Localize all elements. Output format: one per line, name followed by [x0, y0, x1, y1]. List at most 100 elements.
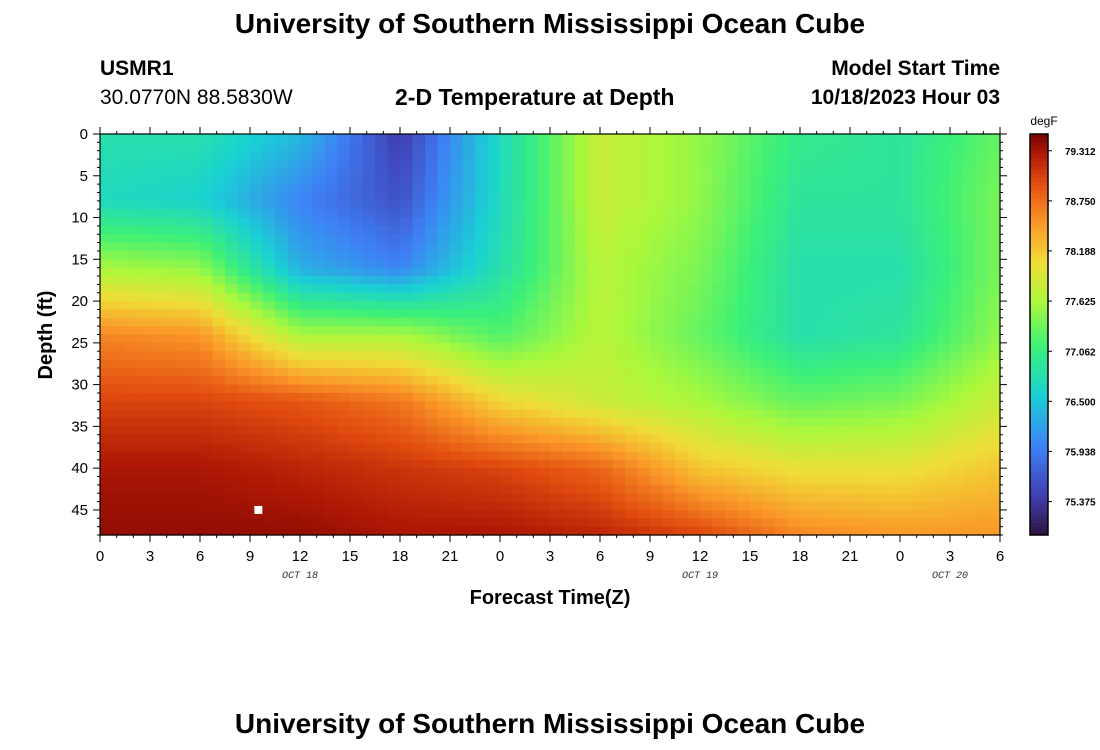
heatmap-cell	[437, 434, 451, 444]
heatmap-cell	[700, 401, 714, 411]
heatmap-cell	[750, 142, 764, 152]
heatmap-cell	[425, 301, 439, 311]
heatmap-cell	[962, 242, 976, 252]
heatmap-cell	[987, 192, 1001, 202]
heatmap-cell	[512, 200, 526, 210]
heatmap-cell	[612, 376, 626, 386]
heatmap-cell	[162, 484, 176, 494]
heatmap-cell	[412, 200, 426, 210]
y-axis-title: Depth (ft)	[35, 291, 57, 380]
heatmap-cell	[950, 159, 964, 169]
heatmap-cell	[850, 242, 864, 252]
heatmap-cell	[525, 476, 539, 486]
heatmap-cell	[575, 267, 589, 277]
heatmap-cell	[425, 284, 439, 294]
heatmap-cell	[712, 401, 726, 411]
heatmap-cell	[550, 225, 564, 235]
heatmap-cell	[675, 384, 689, 394]
heatmap-cell	[587, 409, 601, 419]
heatmap-cell	[825, 200, 839, 210]
heatmap-cell	[612, 367, 626, 377]
heatmap-cell	[800, 468, 814, 478]
heatmap-cell	[550, 459, 564, 469]
heatmap-cell	[987, 259, 1001, 269]
heatmap-cell	[712, 134, 726, 143]
heatmap-cell	[137, 509, 151, 519]
heatmap-cell	[275, 200, 289, 210]
heatmap-cell	[650, 142, 664, 152]
heatmap-cell	[237, 250, 251, 260]
heatmap-cell	[237, 317, 251, 327]
heatmap-cell	[200, 401, 214, 411]
heatmap-cell	[612, 317, 626, 327]
heatmap-cell	[912, 443, 926, 453]
heatmap-cell	[100, 234, 114, 244]
heatmap-cell	[600, 134, 614, 143]
heatmap-cell	[487, 418, 501, 427]
heatmap-cell	[350, 426, 364, 436]
heatmap-cell	[300, 476, 314, 486]
heatmap-cell	[550, 326, 564, 336]
heatmap-cell	[375, 309, 389, 319]
heatmap-cell	[475, 418, 489, 427]
heatmap-cell	[100, 359, 114, 369]
heatmap-cell	[275, 167, 289, 177]
heatmap-cell	[925, 234, 939, 244]
heatmap-cell	[537, 301, 551, 311]
heatmap-cell	[975, 451, 989, 461]
heatmap-cell	[662, 134, 676, 143]
heatmap-cell	[925, 484, 939, 494]
heatmap-cell	[337, 443, 351, 453]
heatmap-cell	[812, 167, 826, 177]
heatmap-cell	[137, 418, 151, 427]
heatmap-cell	[237, 392, 251, 402]
heatmap-cell	[462, 259, 476, 269]
heatmap-cell	[150, 200, 164, 210]
heatmap-cell	[175, 150, 189, 160]
heatmap-cell	[112, 267, 126, 277]
heatmap-cell	[625, 392, 639, 402]
heatmap-cell	[812, 451, 826, 461]
heatmap-cell	[637, 150, 651, 160]
heatmap-cell	[562, 367, 576, 377]
heatmap-cell	[362, 392, 376, 402]
heatmap-cell	[962, 334, 976, 344]
heatmap-cell	[112, 184, 126, 194]
heatmap-cell	[237, 359, 251, 369]
heatmap-cell	[750, 192, 764, 202]
heatmap-cell	[112, 276, 126, 285]
heatmap-cell	[712, 242, 726, 252]
heatmap-cell	[825, 334, 839, 344]
heatmap-cell	[500, 376, 514, 386]
heatmap-cell	[575, 351, 589, 361]
heatmap-cell	[200, 209, 214, 219]
heatmap-cell	[675, 134, 689, 143]
heatmap-cell	[875, 418, 889, 427]
heatmap-cell	[912, 418, 926, 427]
heatmap-cell	[150, 376, 164, 386]
heatmap-cell	[887, 476, 901, 486]
heatmap-cell	[275, 468, 289, 478]
heatmap-cell	[512, 234, 526, 244]
heatmap-cell	[675, 501, 689, 511]
heatmap-cell	[712, 476, 726, 486]
heatmap-cell	[987, 342, 1001, 352]
heatmap-cell	[675, 359, 689, 369]
heatmap-cell	[725, 317, 739, 327]
heatmap-cell	[100, 292, 114, 302]
heatmap-cell	[862, 392, 876, 402]
heatmap-cell	[800, 217, 814, 227]
heatmap-cell	[512, 292, 526, 302]
heatmap-cell	[912, 209, 926, 219]
heatmap-cell	[187, 175, 201, 185]
heatmap-cell	[112, 326, 126, 336]
heatmap-cell	[737, 392, 751, 402]
heatmap-cell	[162, 342, 176, 352]
heatmap-cell	[662, 342, 676, 352]
heatmap-cell	[175, 301, 189, 311]
heatmap-cell	[737, 376, 751, 386]
heatmap-cell	[175, 192, 189, 202]
heatmap-cell	[575, 367, 589, 377]
heatmap-cell	[387, 142, 401, 152]
heatmap-cell	[162, 501, 176, 511]
